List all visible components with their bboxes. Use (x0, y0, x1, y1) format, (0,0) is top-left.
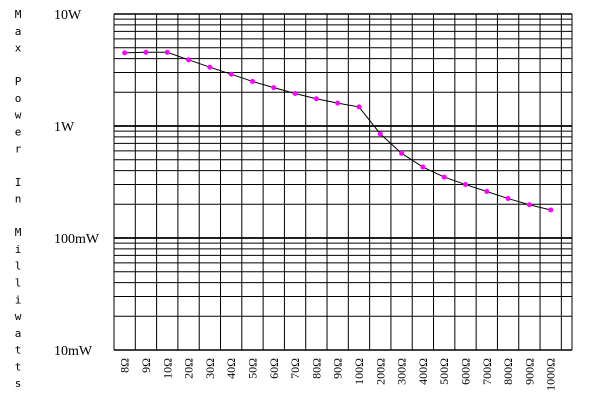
data-point (462, 182, 468, 188)
y-axis-label-char: o (15, 92, 22, 105)
x-tick-label: 800Ω (501, 358, 515, 385)
x-tick-label: 700Ω (480, 358, 494, 385)
y-axis-label-char: M (15, 8, 22, 21)
data-point (420, 164, 426, 170)
data-point (271, 85, 277, 91)
data-point (249, 78, 255, 84)
x-tick-label: 500Ω (437, 358, 451, 385)
y-axis-label-char: M (15, 226, 22, 239)
y-axis-label-char: s (15, 377, 22, 390)
data-point (207, 64, 213, 70)
x-tick-label: 9Ω (139, 358, 153, 373)
data-point (335, 100, 341, 106)
x-tick-label: 300Ω (395, 358, 409, 385)
data-point (186, 57, 192, 63)
x-tick-label: 8Ω (118, 358, 132, 373)
y-axis-label-char: i (15, 243, 22, 256)
y-axis-label-char: w (15, 109, 22, 122)
data-point (505, 196, 511, 202)
x-tick-label: 20Ω (182, 358, 196, 379)
y-axis-label-char: r (15, 142, 22, 155)
data-point (548, 207, 554, 213)
y-axis-label-char: l (15, 277, 22, 290)
y-axis-label-char: i (15, 293, 22, 306)
y-axis-label-char: I (15, 176, 22, 189)
y-axis-label-char: P (15, 75, 22, 88)
data-point (526, 202, 532, 208)
data-point (122, 50, 128, 56)
x-tick-label: 1000Ω (544, 358, 558, 391)
x-tick-labels: 8Ω 9Ω 10Ω 20Ω 30Ω 40Ω 50Ω 60Ω 70Ω 80Ω 90Ω 100Ω 200Ω 3… (118, 358, 558, 391)
y-axis-label-char: l (15, 260, 22, 273)
x-tick-label: 10Ω (160, 358, 174, 379)
data-point (377, 131, 383, 137)
x-tick-label: 400Ω (416, 358, 430, 385)
y-axis-label-char: a (15, 25, 22, 38)
y-axis-label-char: n (15, 193, 22, 206)
y-axis-label-char: e (15, 125, 22, 138)
data-point (484, 189, 490, 195)
x-tick-label: 50Ω (245, 358, 259, 379)
data-point (228, 71, 234, 77)
y-axis-label-char: w (15, 310, 22, 323)
x-tick-label: 30Ω (203, 358, 217, 379)
data-point (313, 96, 319, 102)
series-layer (122, 49, 554, 213)
x-tick-label: 100Ω (352, 358, 366, 385)
y-axis-label-char: x (15, 42, 22, 55)
x-tick-label: 60Ω (267, 358, 281, 379)
y-tick-label: 100mW (54, 232, 100, 247)
x-tick-label: 600Ω (458, 358, 472, 385)
data-point (399, 150, 405, 156)
y-tick-label: 10mW (54, 344, 93, 359)
y-axis-label-char: t (15, 360, 22, 373)
y-axis-label-char: a (15, 327, 22, 340)
x-tick-label: 40Ω (224, 358, 238, 379)
data-point (292, 91, 298, 97)
x-tick-label: 80Ω (309, 358, 323, 379)
x-tick-label: 90Ω (331, 358, 345, 379)
y-tick-label: 10W (54, 8, 82, 23)
data-point (164, 49, 170, 55)
x-tick-label: 900Ω (522, 358, 536, 385)
chart-grid (113, 13, 573, 351)
y-axis-label-char: t (15, 344, 22, 357)
data-point (441, 174, 447, 180)
x-tick-label: 200Ω (373, 358, 387, 385)
data-point (356, 104, 362, 110)
data-point (143, 49, 149, 55)
y-tick-labels: 10W 1W 100mW 10mW (54, 8, 100, 359)
y-tick-label: 1W (54, 120, 75, 135)
x-tick-label: 70Ω (288, 358, 302, 379)
